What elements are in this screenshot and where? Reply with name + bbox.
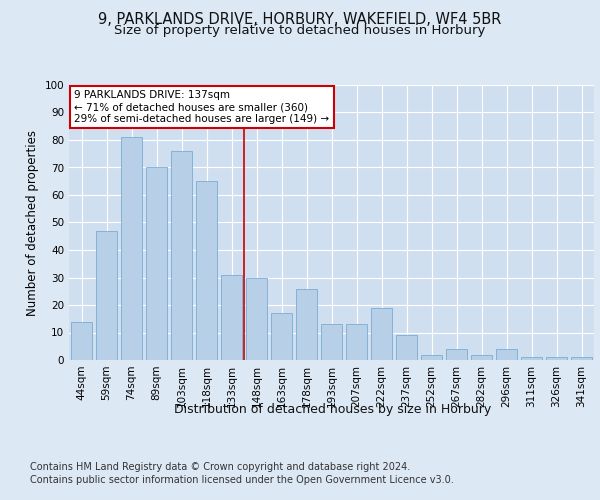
Bar <box>271 313 292 360</box>
Bar <box>321 324 342 360</box>
Text: Size of property relative to detached houses in Horbury: Size of property relative to detached ho… <box>115 24 485 37</box>
Bar <box>246 278 267 360</box>
Bar <box>121 137 142 360</box>
Bar <box>71 322 92 360</box>
Bar <box>221 275 242 360</box>
Text: 9 PARKLANDS DRIVE: 137sqm
← 71% of detached houses are smaller (360)
29% of semi: 9 PARKLANDS DRIVE: 137sqm ← 71% of detac… <box>74 90 329 124</box>
Bar <box>496 349 517 360</box>
Text: Distribution of detached houses by size in Horbury: Distribution of detached houses by size … <box>175 402 491 415</box>
Bar <box>396 335 417 360</box>
Y-axis label: Number of detached properties: Number of detached properties <box>26 130 39 316</box>
Bar <box>171 151 192 360</box>
Bar <box>371 308 392 360</box>
Bar <box>196 181 217 360</box>
Bar <box>546 357 567 360</box>
Text: Contains HM Land Registry data © Crown copyright and database right 2024.: Contains HM Land Registry data © Crown c… <box>30 462 410 472</box>
Bar <box>471 354 492 360</box>
Bar <box>346 324 367 360</box>
Bar <box>421 354 442 360</box>
Bar <box>146 168 167 360</box>
Bar <box>521 357 542 360</box>
Bar <box>296 288 317 360</box>
Bar <box>571 357 592 360</box>
Text: 9, PARKLANDS DRIVE, HORBURY, WAKEFIELD, WF4 5BR: 9, PARKLANDS DRIVE, HORBURY, WAKEFIELD, … <box>98 12 502 28</box>
Bar <box>96 231 117 360</box>
Bar <box>446 349 467 360</box>
Text: Contains public sector information licensed under the Open Government Licence v3: Contains public sector information licen… <box>30 475 454 485</box>
